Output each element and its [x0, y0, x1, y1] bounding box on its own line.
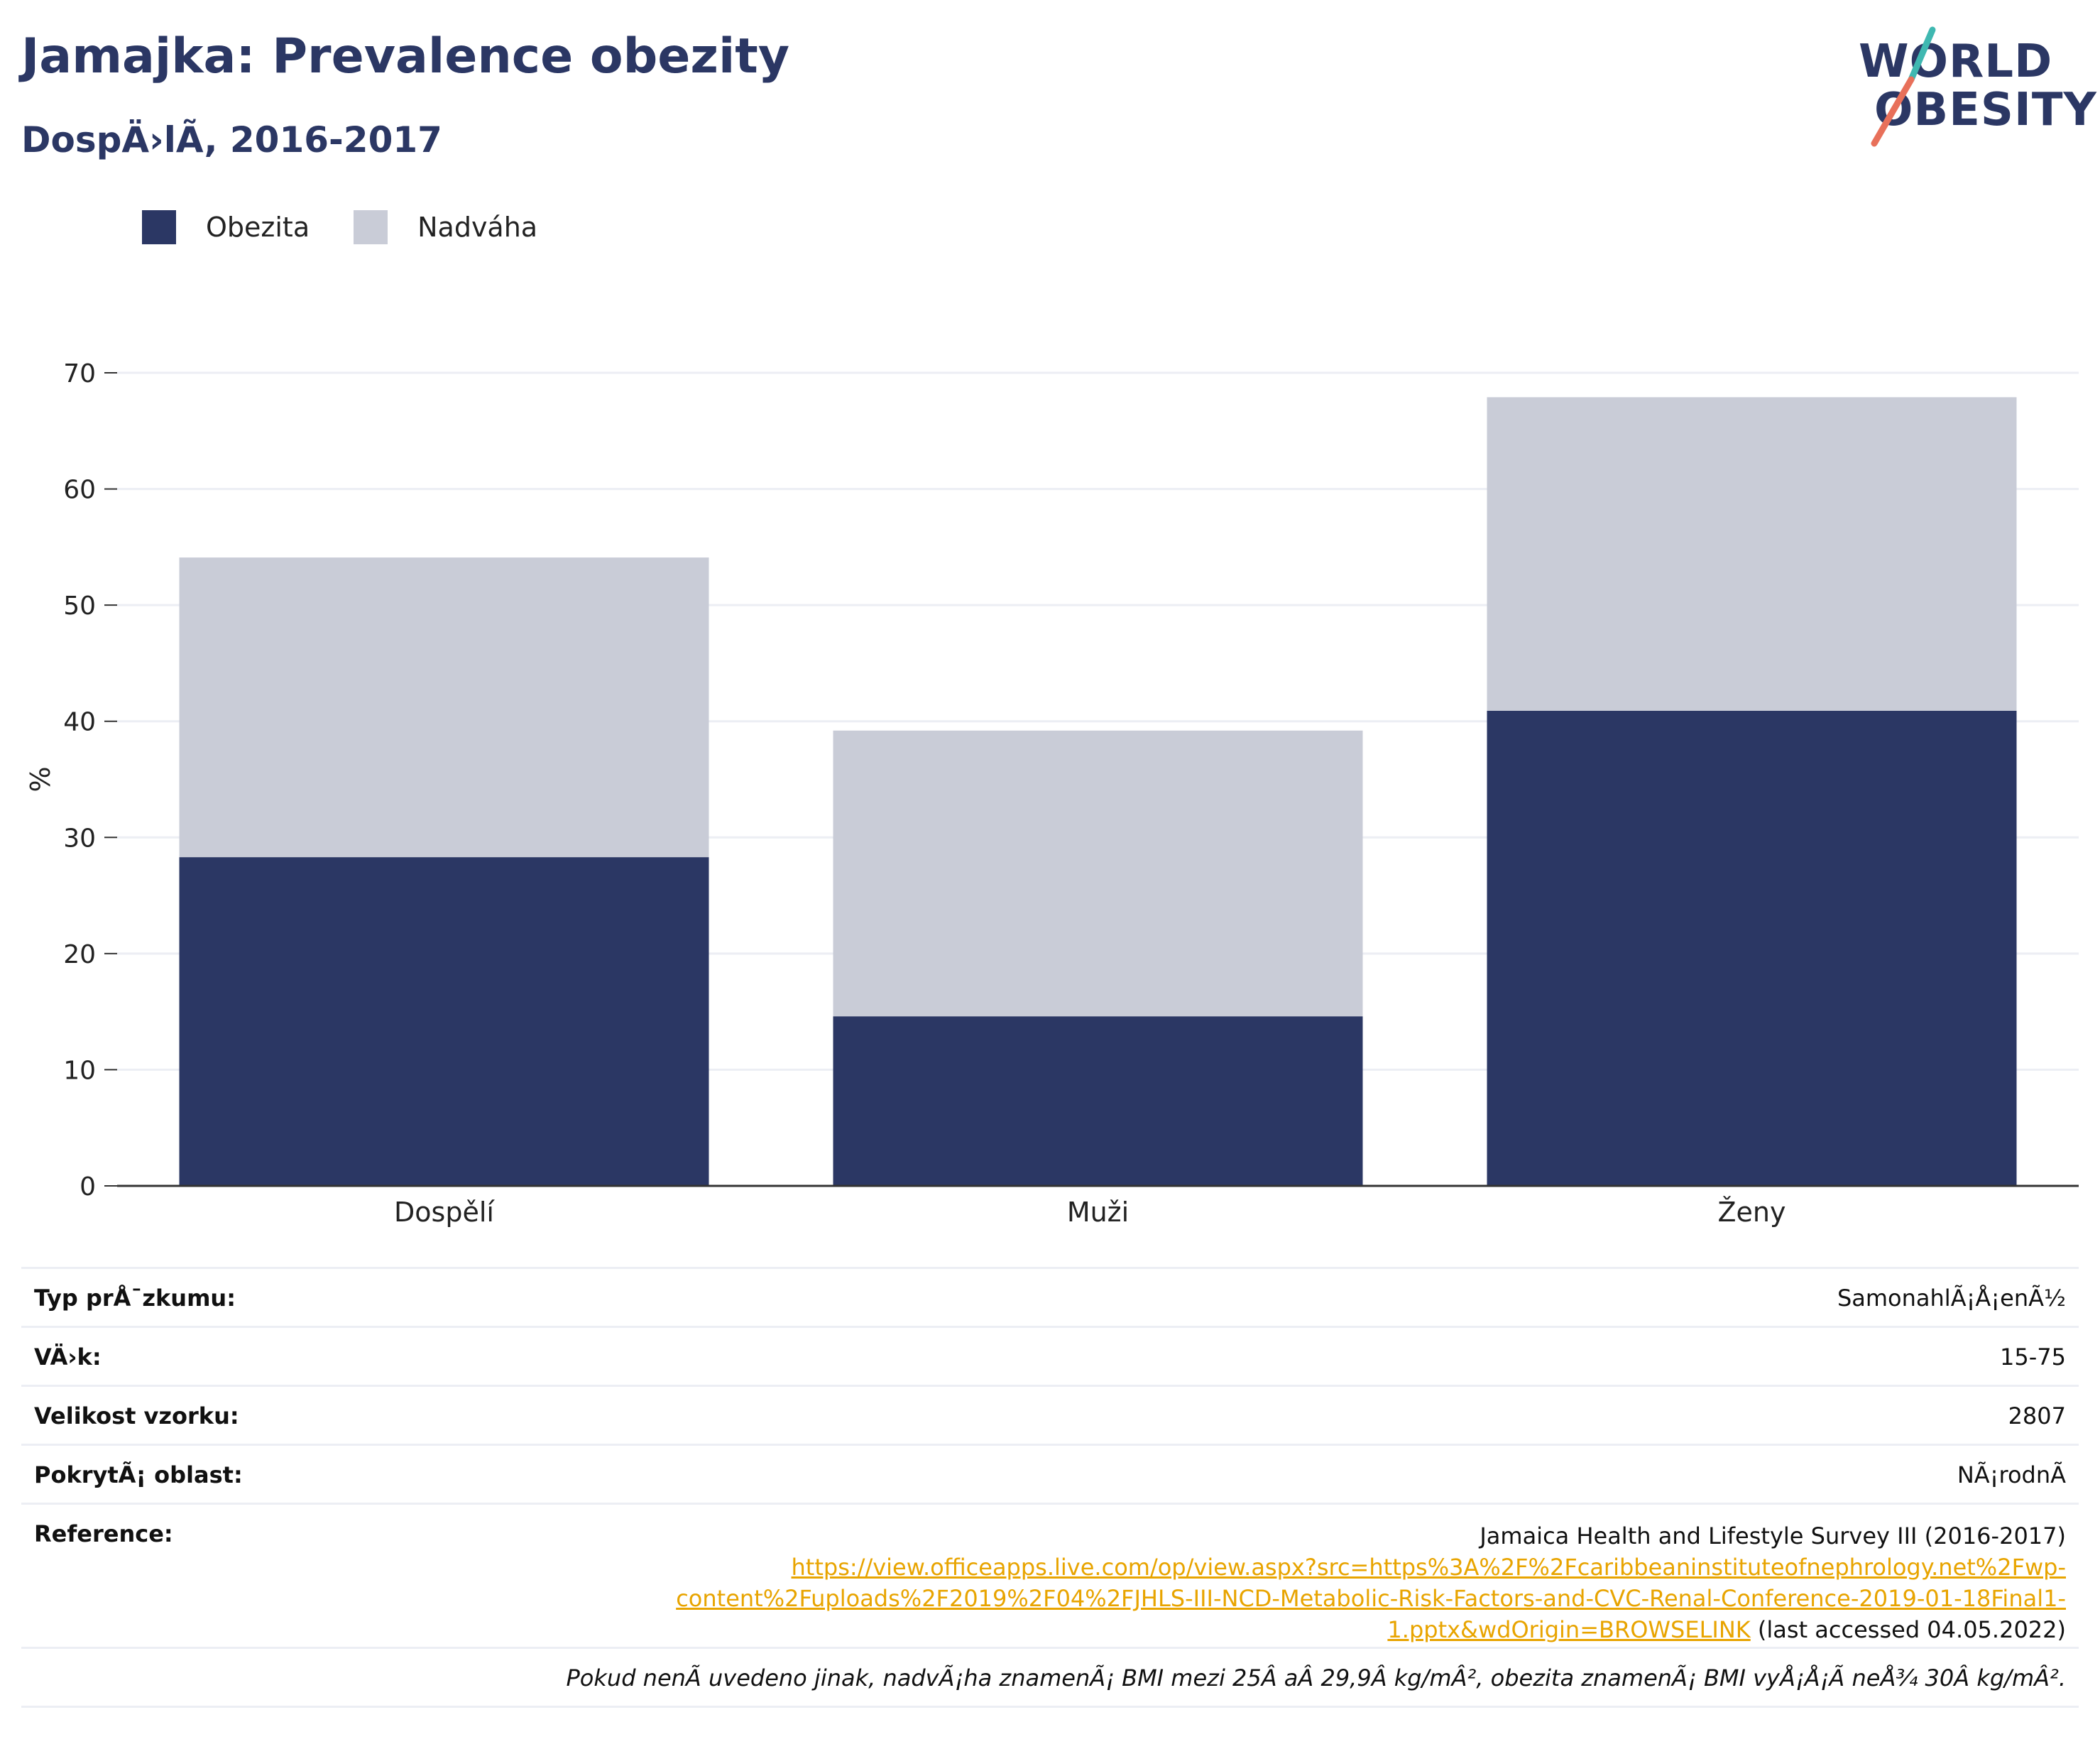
- survey-type-label: Typ prÅ¯zkumu:: [34, 1285, 236, 1312]
- bar-obesity: [179, 857, 709, 1186]
- info-row-survey-type: Typ prÅ¯zkumu: SamonahlÃ¡Å¡enÃ½: [21, 1267, 2079, 1326]
- y-tick-label: 20: [63, 940, 96, 969]
- definition-note: Pokud nenÃ uvedeno jinak, nadvÃ¡ha zname…: [566, 1664, 2067, 1691]
- x-tick-label: Dospělí: [394, 1197, 495, 1228]
- age-value: 15-75: [2000, 1344, 2066, 1371]
- info-table: Typ prÅ¯zkumu: SamonahlÃ¡Å¡enÃ½ VÄ›k: 15…: [21, 1267, 2079, 1708]
- x-tick-label: Muži: [1067, 1197, 1129, 1228]
- y-tick-label: 50: [63, 592, 96, 621]
- info-row-reference: Reference: Jamaica Health and Lifestyle …: [21, 1503, 2079, 1647]
- y-tick-label: 60: [63, 476, 96, 505]
- y-tick-label: 10: [63, 1056, 96, 1085]
- page-title: Jamajka: Prevalence obezity: [21, 28, 790, 85]
- y-tick-label: 0: [80, 1172, 96, 1202]
- age-label: VÄ›k:: [34, 1344, 102, 1371]
- legend-swatch-obesity: [142, 210, 176, 244]
- logo-slash-icon: [1871, 26, 1936, 147]
- reference-value: Jamaica Health and Lifestyle Survey III …: [676, 1520, 2066, 1645]
- logo-text-obesity: OBESITY: [1874, 84, 2097, 136]
- bar-overweight: [179, 557, 709, 858]
- reference-link-part-3[interactable]: 1.pptx&wdOrigin=BROWSELINK: [1387, 1616, 1751, 1643]
- area-value: NÃ¡rodnÃ: [1957, 1461, 2066, 1488]
- legend-label-obesity: Obezita: [206, 212, 310, 243]
- info-row-age: VÄ›k: 15-75: [21, 1326, 2079, 1385]
- survey-type-value: SamonahlÃ¡Å¡enÃ½: [1837, 1285, 2066, 1312]
- reference-title: Jamaica Health and Lifestyle Survey III …: [1480, 1522, 2066, 1549]
- reference-label: Reference:: [34, 1520, 173, 1547]
- logo-text-world: WORLD: [1859, 36, 2053, 88]
- bar-obesity: [833, 1016, 1363, 1186]
- page-subtitle: DospÄ›lÃ, 2016-2017: [21, 119, 442, 160]
- y-tick-label: 30: [63, 824, 96, 853]
- reference-link-part-1[interactable]: https://view.officeapps.live.com/op/view…: [791, 1554, 2066, 1581]
- sample-size-label: Velikost vzorku:: [34, 1402, 239, 1429]
- info-row-area: PokrytÃ¡ oblast: NÃ¡rodnÃ: [21, 1444, 2079, 1503]
- reference-link-part-2[interactable]: content%2Fuploads%2F2019%2F04%2FJHLS-III…: [676, 1585, 2066, 1612]
- bar-chart: 0 10 20 30 40 50 60 70% Dospělí Muži Ženy: [25, 359, 2079, 1228]
- y-axis-label: %: [25, 766, 56, 792]
- info-row-note: Pokud nenÃ uvedeno jinak, nadvÃ¡ha zname…: [21, 1647, 2079, 1708]
- area-label: PokrytÃ¡ oblast:: [34, 1461, 243, 1488]
- bar-obesity: [1487, 710, 2017, 1186]
- legend-item-overweight[interactable]: Nadváha: [354, 210, 537, 244]
- legend-swatch-overweight: [354, 210, 388, 244]
- reference-accessed: (last accessed 04.05.2022): [1750, 1616, 2066, 1643]
- sample-size-value: 2807: [2008, 1402, 2066, 1429]
- chart-legend: Obezita Nadváha: [142, 210, 581, 244]
- legend-item-obesity[interactable]: Obezita: [142, 210, 310, 244]
- bar-overweight: [833, 730, 1363, 1017]
- legend-label-overweight: Nadváha: [417, 212, 538, 243]
- info-row-sample-size: Velikost vzorku: 2807: [21, 1385, 2079, 1444]
- bar-overweight: [1487, 397, 2017, 711]
- world-obesity-logo: WORLD OBESITY: [1846, 21, 2096, 149]
- x-tick-label: Ženy: [1718, 1197, 1786, 1228]
- y-tick-label: 40: [63, 708, 96, 737]
- y-tick-label: 70: [63, 359, 96, 388]
